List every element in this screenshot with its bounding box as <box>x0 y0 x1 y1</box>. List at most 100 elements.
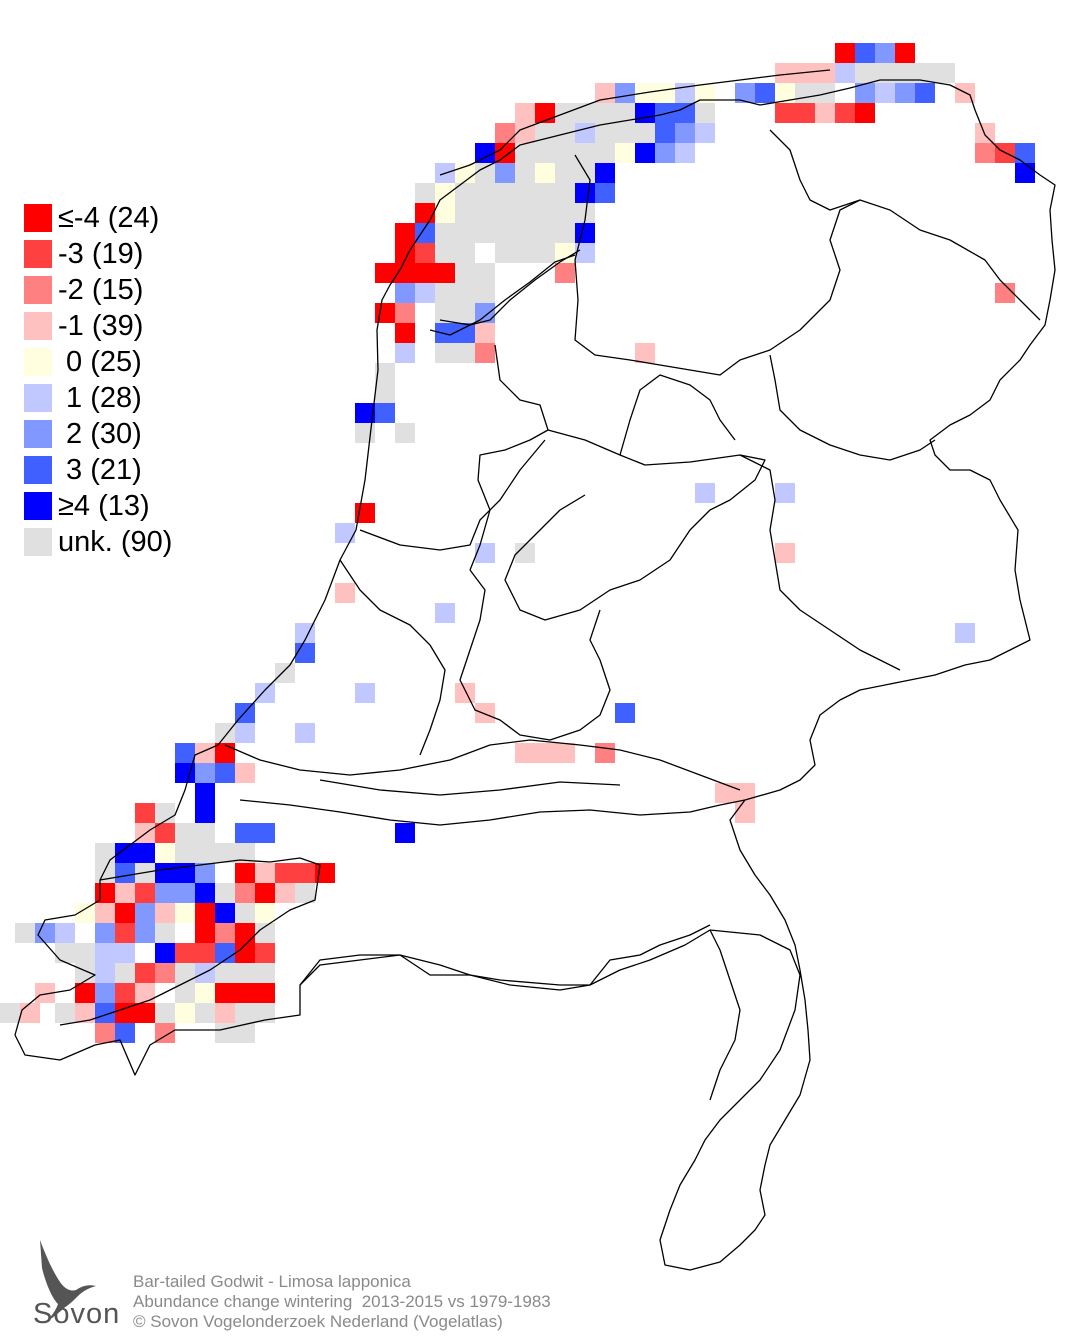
grid-cell <box>515 163 535 183</box>
grid-cell <box>395 343 415 363</box>
grid-cell <box>115 963 135 983</box>
grid-cell <box>375 403 395 423</box>
grid-cell <box>195 783 215 803</box>
grid-cell <box>455 303 475 323</box>
grid-cell <box>855 103 875 123</box>
grid-cell <box>255 683 275 703</box>
grid-cell <box>135 963 155 983</box>
grid-cell <box>575 183 595 203</box>
grid-cell <box>555 203 575 223</box>
legend-item: -3 (19) <box>24 236 224 272</box>
grid-cell <box>95 883 115 903</box>
grid-cell <box>575 163 595 183</box>
legend-item: ≤-4 (24) <box>24 200 224 236</box>
grid-cell <box>495 203 515 223</box>
grid-cell <box>155 943 175 963</box>
grid-cell <box>215 983 235 1003</box>
grid-cell <box>735 83 755 103</box>
grid-cell <box>595 123 615 143</box>
afsluitdijk <box>429 254 576 336</box>
grid-cell <box>815 103 835 123</box>
flevoland-outline <box>504 429 766 621</box>
grid-cell <box>95 843 115 863</box>
grid-cell <box>95 1023 115 1043</box>
grid-cell <box>75 983 95 1003</box>
grid-cell <box>95 923 115 943</box>
grid-cell <box>20 1003 40 1023</box>
grid-cell <box>655 143 675 163</box>
grid-cell <box>235 723 255 743</box>
grid-cell <box>535 183 555 203</box>
grid-cell <box>595 183 615 203</box>
legend-label: 2 (30) <box>58 417 142 450</box>
grid-cell <box>535 163 555 183</box>
grid-cell <box>235 883 255 903</box>
legend: ≤-4 (24) -3 (19) -2 (15) -1 (39) 0 (25) … <box>24 200 224 560</box>
grid-cell <box>575 123 595 143</box>
grid-cell <box>55 1003 75 1023</box>
grid-cell <box>475 183 495 203</box>
grid-cell <box>855 63 875 83</box>
grid-cell <box>435 603 455 623</box>
grid-cell <box>455 223 475 243</box>
swallow-logo-icon <box>40 1240 96 1324</box>
grid-cell <box>815 63 835 83</box>
legend-label: -2 (15) <box>58 273 144 306</box>
grid-cell <box>515 203 535 223</box>
grid-cell <box>255 963 275 983</box>
grid-cell <box>175 1003 195 1023</box>
grid-cell <box>355 423 375 443</box>
grid-cell <box>155 883 175 903</box>
grid-cell <box>215 1003 235 1023</box>
grid-cell <box>135 883 155 903</box>
grid-cell <box>215 843 235 863</box>
legend-swatch <box>24 240 52 268</box>
grid-cell <box>535 743 555 763</box>
legend-swatch <box>24 456 52 484</box>
grid-cell <box>455 283 475 303</box>
grid-cell <box>435 183 455 203</box>
grid-cell <box>395 823 415 843</box>
legend-item: ≥4 (13) <box>24 488 224 524</box>
grid-cell <box>455 323 475 343</box>
grid-cell <box>595 163 615 183</box>
ijsselmeer-shore <box>469 344 549 571</box>
grid-cell <box>335 583 355 603</box>
grid-cell <box>355 683 375 703</box>
grid-cell <box>455 683 475 703</box>
grid-cell <box>255 943 275 963</box>
grid-cell <box>235 963 255 983</box>
grid-cell <box>475 203 495 223</box>
grid-cell <box>475 263 495 283</box>
grid-cell <box>575 243 595 263</box>
grid-cell <box>535 103 555 123</box>
grid-cell <box>615 103 635 123</box>
grid-cell <box>235 983 255 1003</box>
grid-cell <box>55 923 75 943</box>
grid-cell <box>835 43 855 63</box>
grid-cell <box>115 1023 135 1043</box>
grid-cell <box>115 883 135 903</box>
grid-cell <box>215 723 235 743</box>
grid-cell <box>855 83 875 103</box>
grid-cell <box>175 963 195 983</box>
map-credit: Bar-tailed Godwit - Limosa lapponica Abu… <box>133 1272 551 1332</box>
grid-cell <box>795 83 815 103</box>
grid-cell <box>395 263 415 283</box>
legend-swatch <box>24 204 52 232</box>
grid-cell <box>335 523 355 543</box>
legend-label: unk. (90) <box>58 525 173 558</box>
grid-cell <box>535 223 555 243</box>
grid-cell <box>195 903 215 923</box>
grid-cell <box>935 63 955 83</box>
grid-cell <box>915 83 935 103</box>
groningen-border <box>769 129 1041 321</box>
grid-cell <box>175 943 195 963</box>
grid-cell <box>595 103 615 123</box>
grid-cell <box>95 863 115 883</box>
utrecht-border <box>459 569 611 741</box>
river-waal <box>224 739 741 791</box>
limburg-border <box>709 929 741 1101</box>
grid-cell <box>195 943 215 963</box>
grid-cell <box>115 923 135 943</box>
